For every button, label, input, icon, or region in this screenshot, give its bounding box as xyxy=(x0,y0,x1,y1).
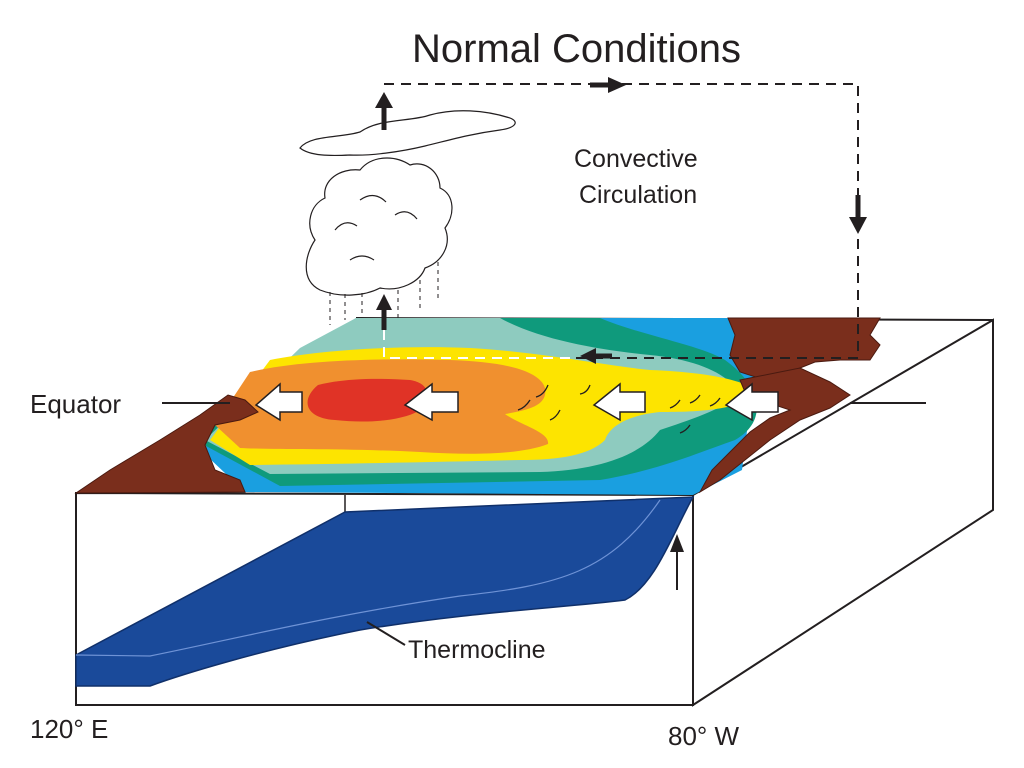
surface-warmest xyxy=(307,378,428,422)
upwelling-arrow xyxy=(670,534,684,590)
convective-label-line1: Convective xyxy=(574,145,698,173)
trade-wind-arrows xyxy=(254,382,779,422)
convective-circulation xyxy=(375,77,867,364)
convective-label-line2: Circulation xyxy=(579,181,697,209)
surface-current-arrows xyxy=(517,384,721,434)
trade-wind-arrow xyxy=(724,382,779,422)
trade-wind-arrow xyxy=(254,382,303,422)
longitude-west-label: 120° E xyxy=(30,714,108,744)
equator-label: Equator xyxy=(30,389,121,419)
cloud-anvil xyxy=(299,110,516,157)
land-west xyxy=(74,394,259,494)
land-east-upper xyxy=(727,317,881,381)
circulation-upper-path xyxy=(384,83,859,359)
longitude-east-label: 80° W xyxy=(668,721,740,751)
up-arrow-top xyxy=(375,92,393,108)
sea-surface-map xyxy=(190,318,760,495)
land-masses xyxy=(74,317,881,494)
land-east-lower xyxy=(698,367,851,494)
convective-cloud xyxy=(299,110,516,296)
diagram-title: Normal Conditions xyxy=(412,27,741,71)
down-arrow xyxy=(849,217,867,234)
rain-streaks xyxy=(329,262,439,325)
up-arrow-surface xyxy=(376,294,392,310)
trade-wind-arrow xyxy=(403,382,459,422)
trade-wind-arrow xyxy=(592,382,646,422)
left-arrow xyxy=(580,348,596,364)
right-arrow xyxy=(608,77,626,93)
thermocline-label: Thermocline xyxy=(408,636,546,664)
cloud-body xyxy=(305,157,453,296)
thermocline-layer xyxy=(75,496,695,687)
